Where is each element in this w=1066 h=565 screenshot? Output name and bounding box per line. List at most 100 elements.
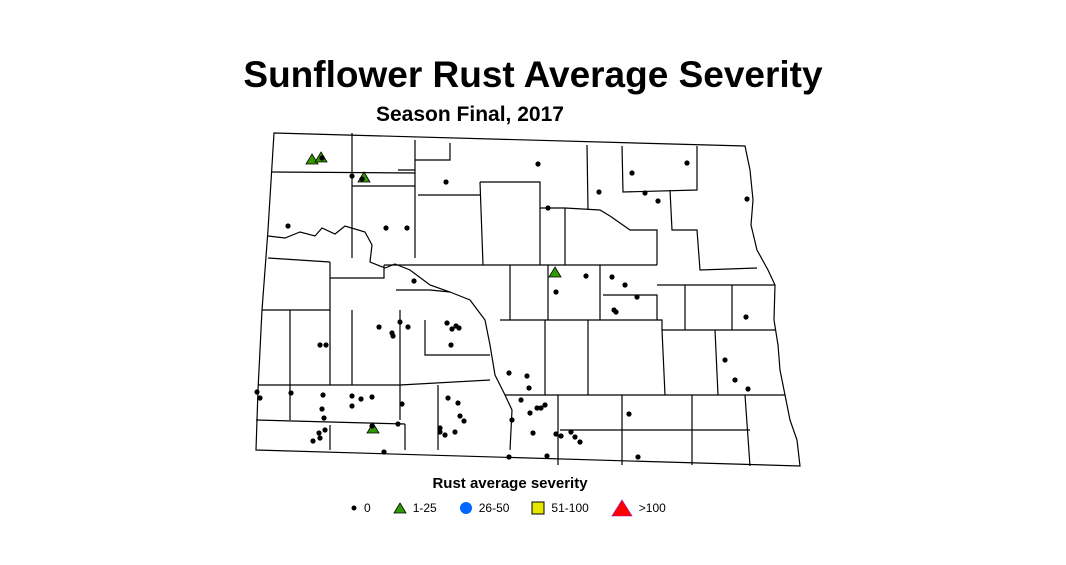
site-marker-0	[399, 401, 405, 407]
county-boundary	[424, 320, 490, 356]
county-boundary	[500, 319, 775, 331]
county-boundary	[603, 294, 658, 320]
site-marker-0	[320, 392, 326, 398]
county-boundary	[399, 379, 491, 386]
site-marker-0	[634, 294, 640, 300]
site-marker-0	[369, 394, 375, 400]
legend-item-1: 1-25	[392, 501, 437, 515]
site-marker-0	[369, 423, 375, 429]
site-marker-0	[506, 370, 512, 376]
green-triangle-icon	[392, 502, 407, 514]
legend-label: 26-50	[478, 501, 510, 515]
county-boundary	[267, 257, 331, 263]
site-marker-0	[626, 411, 632, 417]
legend-item-3: 51-100	[531, 501, 589, 515]
site-marker-0	[526, 385, 532, 391]
site-marker-0	[622, 282, 628, 288]
site-marker-0	[577, 439, 583, 445]
site-marker-0	[449, 326, 455, 332]
site-marker-0	[359, 176, 365, 182]
site-marker-0	[568, 429, 574, 435]
site-marker-0	[609, 274, 615, 280]
site-marker-1-25	[548, 266, 562, 278]
site-marker-0	[545, 205, 551, 211]
site-marker-0	[285, 223, 291, 229]
red-triangle-icon	[611, 499, 633, 517]
site-marker-0	[390, 333, 396, 339]
legend-item-4: >100	[611, 499, 666, 517]
site-marker-0	[381, 449, 387, 455]
county-boundary	[271, 171, 416, 174]
county-boundary	[661, 329, 666, 396]
site-marker-0	[411, 278, 417, 284]
site-marker-0	[461, 418, 467, 424]
county-boundary	[586, 144, 589, 211]
county-boundary	[415, 143, 451, 161]
site-marker-0	[553, 431, 559, 437]
county-boundary	[609, 215, 658, 265]
site-marker-0	[506, 454, 512, 460]
site-marker-0	[319, 155, 325, 161]
site-marker-0	[583, 273, 589, 279]
site-marker-0	[358, 396, 364, 402]
site-marker-0	[457, 413, 463, 419]
site-marker-0	[596, 189, 602, 195]
site-marker-0	[542, 402, 548, 408]
legend-item-2: 26-50	[459, 501, 510, 515]
legend-label: 0	[364, 501, 371, 515]
site-marker-0	[448, 342, 454, 348]
site-marker-0	[437, 425, 443, 431]
site-marker-0	[635, 454, 641, 460]
site-marker-0	[397, 319, 403, 325]
site-marker-0	[288, 390, 294, 396]
site-marker-1-25	[305, 153, 319, 165]
site-marker-0	[553, 289, 559, 295]
site-marker-0	[323, 342, 329, 348]
site-marker-0	[744, 196, 750, 202]
site-marker-0	[518, 397, 524, 403]
site-marker-0	[613, 309, 619, 315]
site-marker-0	[453, 323, 459, 329]
legend-item-0: 0	[350, 501, 371, 515]
site-marker-0	[316, 430, 322, 436]
legend-label: 51-100	[551, 501, 589, 515]
county-boundary	[255, 419, 406, 425]
site-marker-0	[538, 405, 544, 411]
site-marker-0	[745, 386, 751, 392]
site-marker-0	[544, 453, 550, 459]
site-marker-0	[383, 225, 389, 231]
site-marker-0	[349, 173, 355, 179]
site-marker-0	[655, 198, 661, 204]
site-marker-0	[322, 427, 328, 433]
site-marker-0	[530, 430, 536, 436]
site-marker-0	[509, 417, 515, 423]
site-marker-0	[310, 438, 316, 444]
site-marker-0	[257, 395, 263, 401]
site-marker-0	[527, 410, 533, 416]
site-marker-0	[321, 415, 327, 421]
state-boundary	[255, 132, 801, 467]
site-marker-0	[445, 395, 451, 401]
site-marker-0	[743, 314, 749, 320]
site-marker-0	[317, 435, 323, 441]
site-marker-0	[732, 377, 738, 383]
legend: 0 1-25 26-50 51-100 >100	[350, 499, 688, 517]
site-marker-0	[405, 324, 411, 330]
site-marker-0	[254, 389, 260, 395]
site-marker-0	[437, 429, 443, 435]
site-marker-0	[722, 357, 728, 363]
site-marker-0	[534, 405, 540, 411]
map-subtitle: Season Final, 2017	[376, 103, 564, 126]
site-marker-0	[572, 434, 578, 440]
site-marker-0	[642, 190, 648, 196]
site-marker-0	[376, 324, 382, 330]
county-boundary	[480, 181, 611, 217]
site-marker-0	[404, 225, 410, 231]
site-marker-0	[455, 400, 461, 406]
site-marker-0	[319, 406, 325, 412]
county-boundary	[621, 145, 698, 193]
site-marker-0	[443, 179, 449, 185]
site-marker-0	[535, 161, 541, 167]
site-marker-0	[349, 393, 355, 399]
